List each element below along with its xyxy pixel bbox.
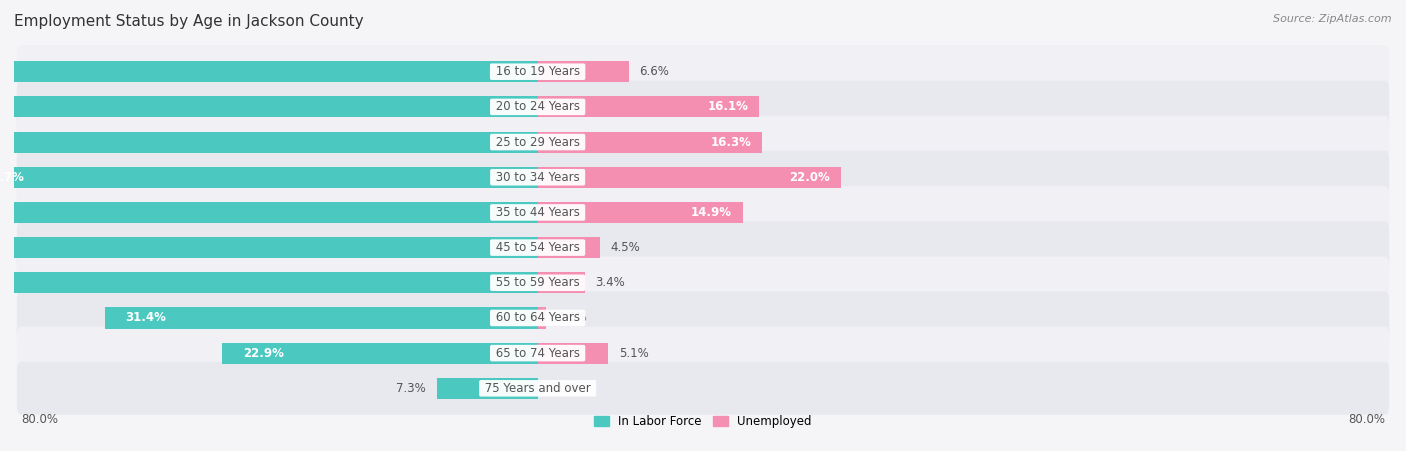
Text: 14.9%: 14.9%: [690, 206, 733, 219]
Text: 20 to 24 Years: 20 to 24 Years: [492, 101, 583, 113]
Bar: [537, 61, 628, 82]
Text: 65 to 74 Years: 65 to 74 Years: [492, 347, 583, 359]
Text: 41.7%: 41.7%: [0, 171, 25, 184]
FancyBboxPatch shape: [17, 186, 1389, 239]
Text: 5.1%: 5.1%: [619, 347, 648, 359]
FancyBboxPatch shape: [17, 362, 1389, 415]
FancyBboxPatch shape: [17, 45, 1389, 98]
Text: 0.0%: 0.0%: [548, 382, 578, 395]
Text: 25 to 29 Years: 25 to 29 Years: [492, 136, 583, 148]
Bar: [0, 272, 537, 293]
Bar: [537, 202, 742, 223]
FancyBboxPatch shape: [17, 256, 1389, 309]
FancyBboxPatch shape: [17, 151, 1389, 204]
Text: 16.3%: 16.3%: [710, 136, 751, 148]
Text: Employment Status by Age in Jackson County: Employment Status by Age in Jackson Coun…: [14, 14, 364, 28]
Bar: [222, 343, 537, 364]
FancyBboxPatch shape: [17, 327, 1389, 380]
Bar: [105, 308, 537, 328]
Bar: [537, 272, 585, 293]
Text: 55 to 59 Years: 55 to 59 Years: [492, 276, 583, 289]
FancyBboxPatch shape: [17, 81, 1389, 133]
Text: 22.0%: 22.0%: [789, 171, 830, 184]
Text: 0.6%: 0.6%: [557, 312, 586, 324]
Text: 16.1%: 16.1%: [707, 101, 748, 113]
Text: 3.4%: 3.4%: [596, 276, 626, 289]
Text: Source: ZipAtlas.com: Source: ZipAtlas.com: [1274, 14, 1392, 23]
Bar: [437, 378, 537, 399]
Text: 4.5%: 4.5%: [610, 241, 640, 254]
Bar: [537, 167, 841, 188]
Bar: [537, 308, 546, 328]
Legend: In Labor Force, Unemployed: In Labor Force, Unemployed: [595, 415, 811, 428]
Text: 75 Years and over: 75 Years and over: [481, 382, 595, 395]
Bar: [0, 237, 537, 258]
FancyBboxPatch shape: [17, 292, 1389, 345]
Text: 7.3%: 7.3%: [396, 382, 426, 395]
Bar: [0, 132, 537, 152]
Text: 80.0%: 80.0%: [21, 413, 58, 426]
Text: 30 to 34 Years: 30 to 34 Years: [492, 171, 583, 184]
Text: 22.9%: 22.9%: [243, 347, 284, 359]
Text: 35 to 44 Years: 35 to 44 Years: [492, 206, 583, 219]
Bar: [0, 97, 537, 117]
Bar: [0, 202, 537, 223]
Text: 80.0%: 80.0%: [1348, 413, 1385, 426]
Text: 16 to 19 Years: 16 to 19 Years: [492, 65, 583, 78]
Text: 45 to 54 Years: 45 to 54 Years: [492, 241, 583, 254]
Bar: [537, 97, 759, 117]
FancyBboxPatch shape: [17, 221, 1389, 274]
Text: 31.4%: 31.4%: [125, 312, 166, 324]
FancyBboxPatch shape: [17, 116, 1389, 169]
Bar: [0, 167, 537, 188]
Bar: [537, 237, 599, 258]
Text: 6.6%: 6.6%: [640, 65, 669, 78]
Bar: [537, 343, 607, 364]
Bar: [0, 61, 537, 82]
Text: 60 to 64 Years: 60 to 64 Years: [492, 312, 583, 324]
Bar: [537, 132, 762, 152]
